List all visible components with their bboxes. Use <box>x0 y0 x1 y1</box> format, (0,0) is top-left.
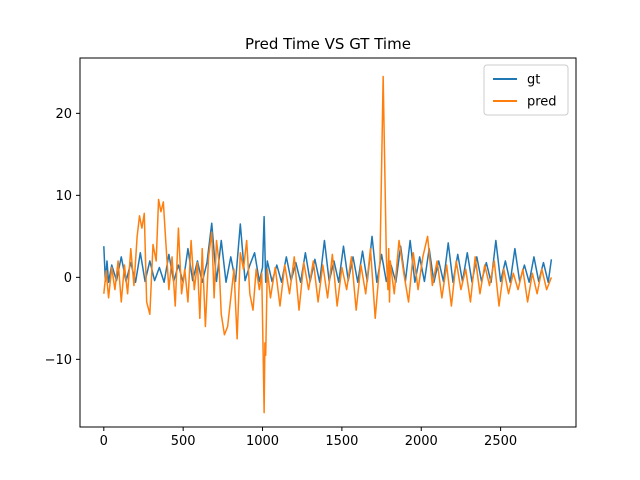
x-tick-label: 0 <box>100 434 108 449</box>
legend-label-pred: pred <box>527 95 557 110</box>
legend-label-gt: gt <box>527 73 540 88</box>
y-tick-label: −10 <box>45 353 72 368</box>
x-tick-label: 1500 <box>325 434 358 449</box>
chart-title: Pred Time VS GT Time <box>245 35 411 53</box>
y-tick-label: 10 <box>55 189 72 204</box>
y-tick-label: 20 <box>55 107 72 122</box>
axes-frame <box>79 57 577 428</box>
series-line-pred <box>103 75 553 414</box>
legend: gt pred <box>483 64 569 116</box>
x-tick-label: 500 <box>171 434 196 449</box>
axes-layer: 0 500 1000 1500 2000 2500 −10 0 10 20 <box>45 57 577 449</box>
x-tick-label: 2000 <box>405 434 438 449</box>
y-tick-label: 0 <box>64 271 72 286</box>
x-tick-label: 1000 <box>246 434 279 449</box>
x-tick-label: 2500 <box>484 434 517 449</box>
legend-box <box>483 64 569 116</box>
series-layer <box>103 75 553 414</box>
